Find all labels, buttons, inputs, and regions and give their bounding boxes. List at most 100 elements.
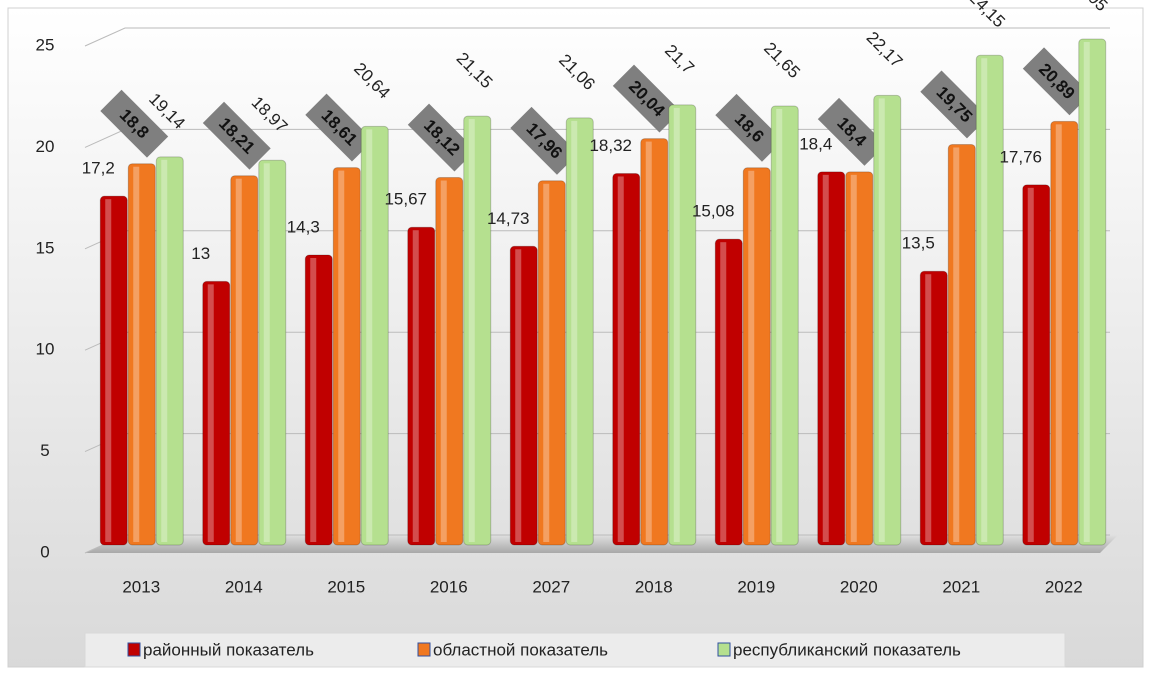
x-tick-label: 2015	[327, 577, 365, 596]
bar-shine	[468, 119, 475, 542]
bar-shine	[310, 257, 317, 542]
bar	[975, 54, 1004, 546]
x-tick-label: 2013	[122, 577, 160, 596]
bar	[817, 171, 846, 546]
legend-label: районный показатель	[143, 640, 314, 659]
data-label-box	[920, 70, 989, 139]
bar-shine	[1027, 187, 1034, 542]
x-tick-label: 2018	[635, 577, 673, 596]
data-label-box	[510, 106, 579, 175]
bar	[463, 115, 492, 546]
bar	[1022, 184, 1051, 546]
y-tick-label: 0	[40, 542, 49, 561]
bar	[1050, 120, 1079, 546]
legend-marker	[417, 642, 431, 657]
bar-shine	[1083, 42, 1090, 542]
bar	[99, 195, 128, 546]
x-tick-label: 2022	[1045, 577, 1083, 596]
bar-shine	[776, 108, 783, 543]
bar-shine	[748, 170, 755, 543]
bar	[640, 138, 669, 546]
data-label: 14,3	[287, 217, 320, 236]
bar	[360, 125, 389, 546]
x-tick-label: 2027	[532, 577, 570, 596]
bar	[258, 159, 287, 546]
bar-shine	[207, 284, 214, 542]
y-tick-label: 5	[40, 441, 49, 460]
bar-shine	[338, 170, 345, 542]
bar	[435, 177, 464, 546]
bar	[304, 254, 333, 546]
data-label: 15,67	[384, 190, 427, 209]
x-tick-label: 2016	[430, 577, 468, 596]
legend-marker	[717, 642, 731, 657]
bar-shine	[263, 163, 270, 543]
y-tick-label: 20	[36, 137, 55, 156]
data-label: 17,76	[999, 147, 1042, 166]
bar	[742, 167, 771, 546]
legend-label: республиканский показатель	[733, 640, 961, 659]
bar	[947, 143, 976, 546]
data-label: 18,32	[589, 136, 632, 155]
bar	[127, 163, 156, 546]
bar-shine	[878, 98, 885, 543]
data-label-box	[817, 97, 886, 166]
bar	[668, 104, 697, 546]
bar-shine	[953, 147, 960, 542]
bar	[537, 180, 566, 546]
data-label-box	[202, 101, 271, 170]
x-tick-label: 2014	[225, 577, 263, 596]
legend-marker	[127, 642, 141, 657]
bar-shine	[571, 120, 578, 542]
bar	[230, 175, 259, 546]
x-tick-label: 2019	[737, 577, 775, 596]
bar-shine	[1055, 124, 1062, 542]
bar-shine	[543, 183, 550, 543]
bar	[845, 171, 874, 546]
data-label: 14,73	[487, 209, 530, 228]
bar	[332, 167, 361, 546]
y-tick-label: 25	[36, 35, 55, 54]
legend-label: областной показатель	[433, 640, 608, 659]
bar-shine	[235, 178, 242, 542]
bar	[770, 105, 799, 546]
y-tick-label: 15	[36, 238, 55, 257]
bar	[919, 270, 948, 546]
bar-shine	[412, 230, 419, 542]
bar-shine	[161, 159, 168, 542]
bar	[202, 280, 231, 546]
bar-shine	[105, 199, 112, 542]
y-tick-label: 10	[36, 340, 55, 359]
data-label-box	[1022, 47, 1091, 116]
data-label-box	[407, 103, 476, 172]
bar-shine	[133, 166, 140, 542]
bar	[565, 117, 594, 546]
data-label: 18,4	[799, 134, 832, 153]
data-label: 13	[191, 244, 210, 263]
bar-shine	[720, 242, 727, 542]
bar-shine	[617, 176, 624, 542]
bar-shine	[981, 58, 988, 542]
data-label: 15,08	[692, 202, 735, 221]
data-label: 17,2	[82, 159, 115, 178]
bar-shine	[673, 107, 680, 542]
bar-shine	[925, 274, 932, 542]
data-label-box	[612, 64, 681, 133]
x-tick-label: 2020	[840, 577, 878, 596]
bar	[155, 156, 184, 546]
bar-shine	[645, 141, 652, 542]
data-label: 13,5	[902, 234, 935, 253]
x-tick-label: 2021	[942, 577, 980, 596]
bar-shine	[366, 129, 373, 542]
data-label-box	[305, 93, 374, 162]
bar-shine	[515, 249, 522, 542]
bar	[407, 226, 436, 546]
data-label-box	[715, 93, 784, 162]
bar	[509, 245, 538, 546]
bar-shine	[850, 174, 857, 542]
bar	[714, 238, 743, 546]
bar	[1078, 38, 1107, 546]
grid-line	[84, 27, 1110, 47]
bar	[873, 94, 902, 546]
